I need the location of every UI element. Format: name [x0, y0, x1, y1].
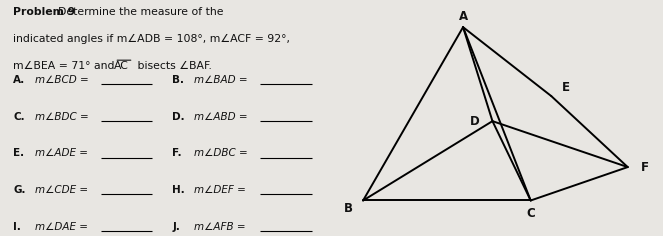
Text: m∠ADE =: m∠ADE = — [34, 148, 88, 158]
Text: Problem 9: Problem 9 — [13, 7, 79, 17]
Text: bisects ∠BAF.: bisects ∠BAF. — [133, 61, 211, 71]
Text: m∠AFB =: m∠AFB = — [194, 222, 245, 232]
Text: D: D — [470, 115, 480, 128]
Text: A: A — [459, 10, 467, 23]
Text: m∠BCD =: m∠BCD = — [34, 75, 89, 85]
Text: E: E — [562, 81, 570, 94]
Text: D.: D. — [172, 112, 185, 122]
Text: m∠DBC =: m∠DBC = — [194, 148, 248, 158]
Text: C.: C. — [13, 112, 25, 122]
Text: J.: J. — [172, 222, 180, 232]
Text: H.: H. — [172, 185, 185, 195]
Text: G.: G. — [13, 185, 26, 195]
Text: E.: E. — [13, 148, 25, 158]
Text: m∠CDE =: m∠CDE = — [34, 185, 88, 195]
Text: F.: F. — [172, 148, 182, 158]
Text: m∠BEA = 71° and: m∠BEA = 71° and — [13, 61, 118, 71]
Text: m∠DEF =: m∠DEF = — [194, 185, 246, 195]
Text: B.: B. — [172, 75, 184, 85]
Text: AC: AC — [114, 61, 129, 71]
Text: indicated angles if m∠ADB = 108°, m∠ACF = 92°,: indicated angles if m∠ADB = 108°, m∠ACF … — [13, 34, 290, 44]
Text: I.: I. — [13, 222, 21, 232]
Text: A.: A. — [13, 75, 25, 85]
Text: m∠ABD =: m∠ABD = — [194, 112, 247, 122]
Text: B: B — [344, 202, 353, 215]
Text: m∠BAD =: m∠BAD = — [194, 75, 247, 85]
Text: m∠BDC =: m∠BDC = — [34, 112, 89, 122]
Text: C: C — [526, 206, 535, 219]
Text: Determine the measure of the: Determine the measure of the — [58, 7, 223, 17]
Text: F: F — [641, 160, 649, 174]
Text: m∠DAE =: m∠DAE = — [34, 222, 88, 232]
